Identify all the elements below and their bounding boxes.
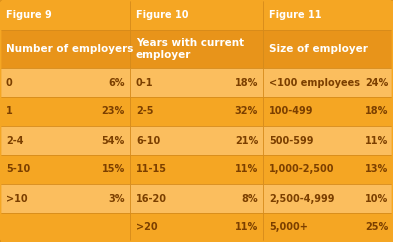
Text: 13%: 13% <box>365 165 388 174</box>
Text: 0: 0 <box>6 77 13 88</box>
Text: 25%: 25% <box>365 222 388 233</box>
Text: 32%: 32% <box>235 106 258 116</box>
Text: 5-10: 5-10 <box>6 165 30 174</box>
Bar <box>263 0 393 30</box>
Text: 6%: 6% <box>108 77 125 88</box>
Text: Figure 9: Figure 9 <box>6 10 52 20</box>
Text: 5,000+: 5,000+ <box>269 222 308 233</box>
Bar <box>0 155 130 184</box>
Text: 2-5: 2-5 <box>136 106 154 116</box>
Bar <box>263 68 393 97</box>
Text: 21%: 21% <box>235 136 258 145</box>
Text: 18%: 18% <box>365 106 388 116</box>
Bar <box>263 213 393 242</box>
Text: 11%: 11% <box>235 165 258 174</box>
Bar <box>0 213 130 242</box>
Bar <box>0 0 130 30</box>
Text: Size of employer: Size of employer <box>269 44 368 54</box>
Bar <box>0 68 130 97</box>
Text: 23%: 23% <box>102 106 125 116</box>
Bar <box>130 97 263 126</box>
Bar <box>263 155 393 184</box>
Bar <box>130 213 263 242</box>
Text: 2-4: 2-4 <box>6 136 24 145</box>
Text: Number of employers: Number of employers <box>6 44 133 54</box>
Bar <box>263 184 393 213</box>
Text: 500-599: 500-599 <box>269 136 314 145</box>
Bar <box>130 155 263 184</box>
Bar <box>130 126 263 155</box>
Text: >10: >10 <box>6 194 28 204</box>
Bar <box>130 0 263 30</box>
Text: 0-1: 0-1 <box>136 77 154 88</box>
Text: 18%: 18% <box>235 77 258 88</box>
Text: 54%: 54% <box>102 136 125 145</box>
Text: Figure 10: Figure 10 <box>136 10 189 20</box>
Bar <box>263 126 393 155</box>
Text: 10%: 10% <box>365 194 388 204</box>
Text: 1: 1 <box>6 106 13 116</box>
Bar <box>130 68 263 97</box>
Text: 16-20: 16-20 <box>136 194 167 204</box>
Text: 24%: 24% <box>365 77 388 88</box>
Bar <box>263 30 393 68</box>
Text: 2,500-4,999: 2,500-4,999 <box>269 194 334 204</box>
Bar <box>0 184 130 213</box>
Bar <box>0 30 130 68</box>
Bar <box>130 184 263 213</box>
Bar <box>0 97 130 126</box>
Text: Figure 11: Figure 11 <box>269 10 321 20</box>
Text: 6-10: 6-10 <box>136 136 160 145</box>
Text: 11%: 11% <box>235 222 258 233</box>
Text: 11-15: 11-15 <box>136 165 167 174</box>
Text: 1,000-2,500: 1,000-2,500 <box>269 165 334 174</box>
Text: 3%: 3% <box>108 194 125 204</box>
Bar <box>0 126 130 155</box>
Bar <box>130 30 263 68</box>
Text: 11%: 11% <box>365 136 388 145</box>
Text: <100 employees: <100 employees <box>269 77 360 88</box>
Text: 15%: 15% <box>102 165 125 174</box>
Text: 100-499: 100-499 <box>269 106 314 116</box>
Text: >20: >20 <box>136 222 158 233</box>
Text: 8%: 8% <box>241 194 258 204</box>
Bar <box>263 97 393 126</box>
Text: Years with current
employer: Years with current employer <box>136 38 244 60</box>
